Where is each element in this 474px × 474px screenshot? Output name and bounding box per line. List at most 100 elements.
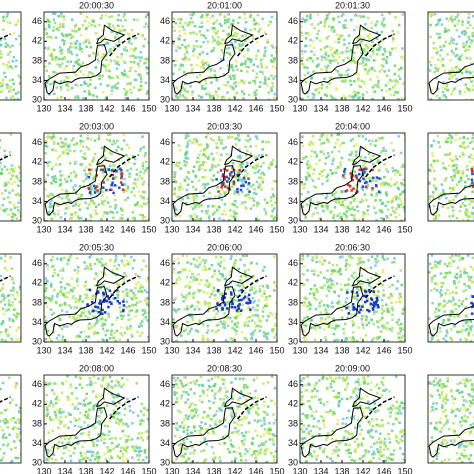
tec-speck [220,182,224,185]
tec-speck [392,37,395,40]
tec-speck [241,162,244,166]
tec-speck [330,28,333,32]
tec-speck [458,92,462,95]
tec-speck [210,81,213,84]
tec-speck [117,63,121,67]
tec-speck [396,30,400,34]
tec-speck [261,57,264,61]
tec-speck [53,174,57,178]
tec-speck [198,153,201,157]
tec-speck [344,206,347,209]
tec-speck [319,150,323,154]
tec-speck [364,178,367,181]
tec-speck [209,137,213,141]
tec-speck [9,337,13,340]
tec-speck [65,202,68,206]
tec-speck [363,193,367,196]
tec-speck [114,206,117,210]
tec-speck [300,88,304,92]
tec-speck [48,62,51,65]
tec-speck [133,194,136,197]
tec-speck [92,175,96,178]
tec-speck [5,83,9,86]
tec-speck [104,14,108,17]
tec-speck [54,149,57,152]
tec-speck [87,186,90,190]
tec-speck [390,177,393,181]
tec-speck [14,23,18,26]
tec-speck [311,92,315,96]
tec-speck [92,99,96,100]
tec-speck [471,212,474,215]
tec-speck [184,21,187,25]
tec-speck [223,178,226,181]
tec-speck [270,15,274,19]
tec-speck [361,62,364,65]
x-tick-label: 146 [248,103,263,113]
tec-speck [316,13,320,16]
tec-speck [223,176,226,179]
tec-speck [208,191,211,195]
tec-speck [238,176,241,179]
tec-speck [333,206,337,209]
tec-speck [432,204,436,208]
tec-speck [442,166,446,169]
tec-speck [387,183,390,186]
tec-speck [345,189,349,192]
panel-frame [0,132,22,222]
tec-speck [136,201,140,204]
tec-speck [432,159,436,163]
tec-speck [211,163,214,167]
tec-speck [18,165,21,169]
tec-speck [100,261,103,265]
tec-speck [460,71,464,75]
tec-speck [52,18,56,21]
y-tick-label: 34 [288,196,298,206]
tec-speck [139,149,142,152]
tec-speck [181,25,185,29]
tec-speck [354,160,358,164]
tec-speck [9,89,13,93]
tec-speck [69,149,72,152]
tec-speck [2,19,5,22]
tec-speck [5,269,9,272]
tec-speck [213,30,216,33]
tec-speck [128,172,131,176]
tec-speck [351,159,354,162]
tec-speck [120,29,123,33]
tec-speck [116,139,119,143]
tec-speck [431,154,434,158]
tec-speck [117,24,120,28]
tec-speck [391,169,395,173]
tec-speck [270,89,273,93]
tec-speck [45,32,49,35]
tec-speck [19,42,21,46]
tec-speck [316,211,319,215]
tec-speck [91,20,95,23]
tec-speck [45,145,49,148]
tec-speck [178,93,182,96]
tec-speck [254,166,257,170]
tec-speck [376,48,379,51]
tec-speck [330,172,334,175]
tec-speck [375,194,378,198]
tec-speck [140,196,144,200]
tec-speck [269,20,272,24]
tec-speck [270,87,273,90]
tec-speck [15,59,18,62]
tec-speck [51,148,54,152]
tec-speck [467,12,471,16]
tec-speck [51,58,54,61]
tec-speck [240,79,243,82]
tec-speck [453,158,457,161]
tec-speck [261,140,264,143]
tec-speck [111,211,115,214]
tec-speck [19,198,21,202]
tec-speck [142,171,146,175]
tec-speck [52,179,55,183]
tec-speck [53,271,56,275]
tec-speck [60,52,63,55]
tec-speck [375,53,379,56]
tec-speck [363,212,366,215]
